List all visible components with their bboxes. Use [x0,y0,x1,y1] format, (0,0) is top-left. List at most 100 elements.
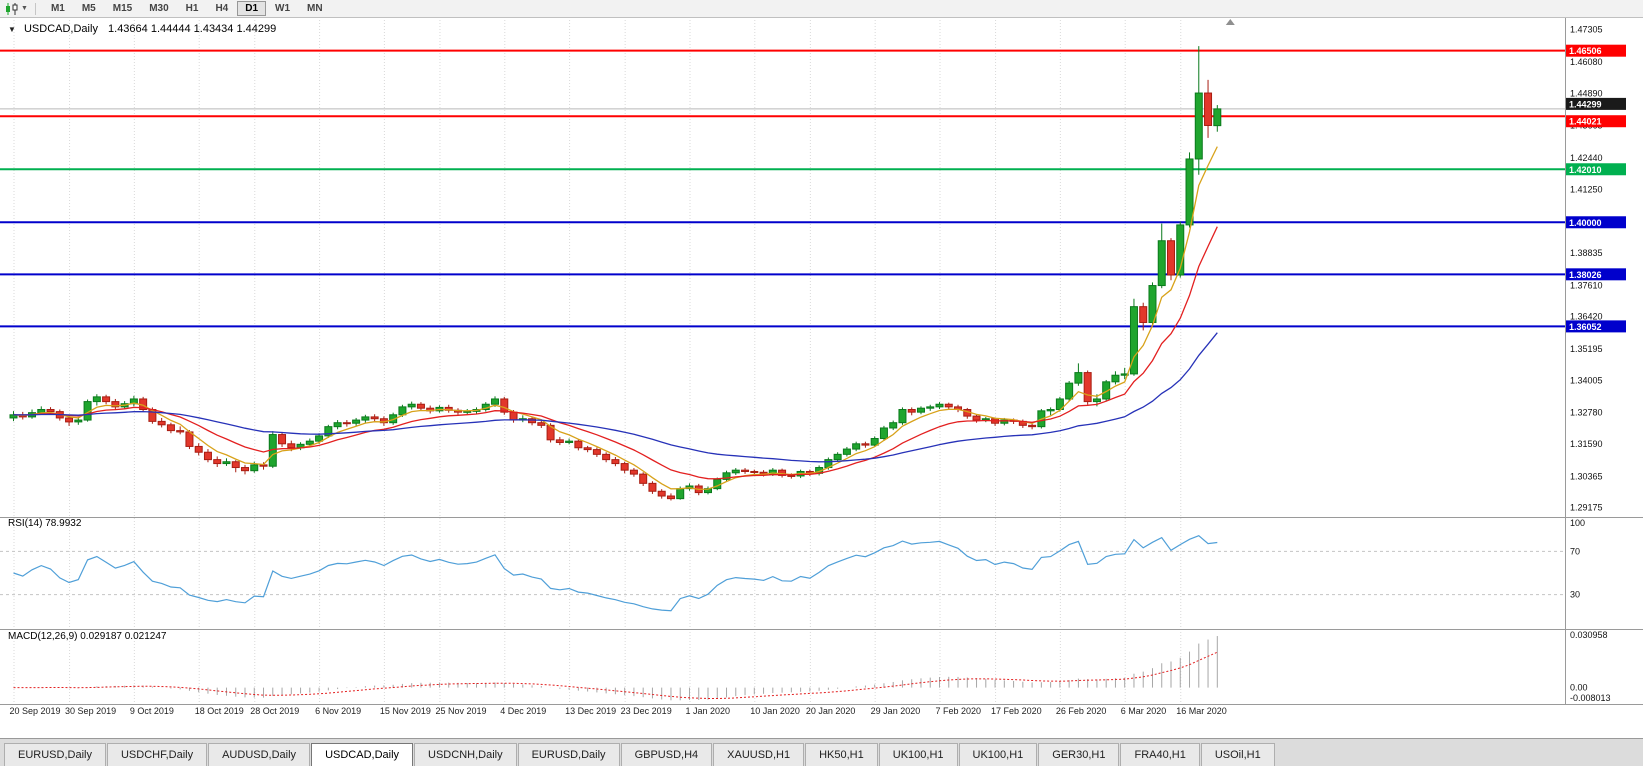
price-tag-1.38026[interactable] [1566,268,1626,281]
chart-tab-3-usdcad-daily[interactable]: USDCAD,Daily [311,743,414,766]
ma-fast-line [13,146,1218,491]
timeframe-button-h4[interactable]: H4 [215,3,229,14]
price-tag-1.44021[interactable] [1566,115,1626,128]
timeframe-button-h1[interactable]: H1 [185,3,199,14]
svg-text:1.41250: 1.41250 [1570,184,1603,194]
timeframe-button-m5[interactable]: M5 [81,3,96,14]
svg-text:1.46080: 1.46080 [1570,57,1603,67]
chart-tab-13-usoil-h1[interactable]: USOil,H1 [1200,743,1275,766]
ohlc-readout: 1.43664 1.44444 1.43434 1.44299 [108,23,277,35]
svg-text:70: 70 [1570,546,1580,556]
macd-histogram [22,636,1218,701]
chart-tab-7-xauusd-h1[interactable]: XAUUSD,H1 [713,743,805,766]
svg-text:6 Mar 2020: 6 Mar 2020 [1121,706,1167,716]
timeframe-button-m15[interactable]: M15 [112,3,133,14]
chart-type-icon[interactable] [5,2,19,15]
chart-grid [13,20,1182,703]
svg-text:1.30365: 1.30365 [1570,471,1603,481]
toolbar-separator [34,2,36,15]
svg-text:15 Nov 2019: 15 Nov 2019 [380,706,431,716]
chart-tab-6-gbpusd-h4[interactable]: GBPUSD,H4 [620,743,713,766]
candles [9,46,1222,501]
svg-text:26 Feb 2020: 26 Feb 2020 [1056,706,1107,716]
svg-text:30 Sep 2019: 30 Sep 2019 [65,706,116,716]
price-tag-1.36052[interactable] [1566,320,1626,333]
rsi-line [13,535,1218,612]
current-price-tag[interactable] [1566,97,1626,110]
chart-tab-11-ger30-h1[interactable]: GER30,H1 [1038,743,1120,766]
svg-text:1 Jan 2020: 1 Jan 2020 [685,706,730,716]
svg-text:1.47305: 1.47305 [1570,25,1603,35]
date-axis[interactable]: 20 Sep 2019 30 Sep 2019 9 Oct 2019 18 Oct 2… [10,706,1227,716]
chart-shift-marker[interactable] [1225,19,1235,25]
chart-tab-10-uk100-h1[interactable]: UK100,H1 [958,743,1038,766]
quick-nav-icon[interactable]: ▼ [8,25,16,34]
svg-text:23 Dec 2019: 23 Dec 2019 [621,706,672,716]
ma-mid-line [13,226,1218,480]
macd-indicator-label: MACD(12,26,9) 0.029187 0.021247 [8,631,167,642]
price-tag-1.42010[interactable] [1566,163,1626,176]
svg-text:1.34005: 1.34005 [1570,375,1603,385]
svg-text:20 Jan 2020: 20 Jan 2020 [806,706,856,716]
chart-tab-8-hk50-h1[interactable]: HK50,H1 [805,743,878,766]
price-tag-1.46506[interactable] [1566,44,1626,57]
svg-text:17 Feb 2020: 17 Feb 2020 [991,706,1042,716]
chart-tab-9-uk100-h1[interactable]: UK100,H1 [878,743,958,766]
svg-text:0.030958: 0.030958 [1570,630,1608,640]
svg-text:9 Oct 2019: 9 Oct 2019 [130,706,174,716]
svg-text:1.44021: 1.44021 [1569,117,1602,127]
svg-text:1.29175: 1.29175 [1570,503,1603,513]
svg-text:16 Mar 2020: 16 Mar 2020 [1176,706,1227,716]
svg-text:1.46506: 1.46506 [1569,46,1602,56]
svg-text:100: 100 [1570,518,1585,528]
svg-text:1.35195: 1.35195 [1570,344,1603,354]
svg-text:1.42440: 1.42440 [1570,153,1603,163]
svg-text:4 Dec 2019: 4 Dec 2019 [500,706,546,716]
svg-text:28 Oct 2019: 28 Oct 2019 [250,706,299,716]
timeframe-toolbar: ▼ M1 M5 M15 M30 H1 H4 D1 W1 MN [0,0,1643,18]
macd-signal-line [13,651,1218,699]
symbol-title: USDCAD,Daily [23,23,98,35]
svg-text:1.31590: 1.31590 [1570,439,1603,449]
svg-text:6 Nov 2019: 6 Nov 2019 [315,706,361,716]
chart-tab-2-audusd-daily[interactable]: AUDUSD,Daily [208,743,311,766]
svg-text:20 Sep 2019: 20 Sep 2019 [10,706,61,716]
horizontal-lines [0,49,1565,328]
svg-text:1.44890: 1.44890 [1570,88,1603,98]
rsi-indicator-label: RSI(14) 78.9932 [8,518,82,529]
macd-scale[interactable]: 0.030958 0.00-0.008013 [1570,630,1611,703]
svg-text:1.38026: 1.38026 [1569,270,1602,280]
svg-text:1.42010: 1.42010 [1569,165,1602,175]
svg-text:29 Jan 2020: 29 Jan 2020 [871,706,921,716]
svg-text:13 Dec 2019: 13 Dec 2019 [565,706,616,716]
chart-tab-12-fra40-h1[interactable]: FRA40,H1 [1120,743,1200,766]
chart-tab-5-eurusd-daily[interactable]: EURUSD,Daily [517,743,620,766]
timeframe-button-mn[interactable]: MN [307,3,323,14]
svg-text:1.32780: 1.32780 [1570,408,1603,418]
svg-text:1.38835: 1.38835 [1570,248,1603,258]
price-tags: 1.46506 1.44021 1.42010 1.40000 1.38026 1.360… [1566,44,1626,333]
svg-text:1.37610: 1.37610 [1570,280,1603,290]
svg-text:18 Oct 2019: 18 Oct 2019 [195,706,244,716]
timeframe-button-d1[interactable]: D1 [237,1,267,16]
svg-text:7 Feb 2020: 7 Feb 2020 [936,706,982,716]
svg-text:-0.008013: -0.008013 [1570,693,1611,703]
svg-text:25 Nov 2019: 25 Nov 2019 [435,706,486,716]
chart-title: ▼ USDCAD,Daily 1.43664 1.44444 1.43434 1… [8,23,283,35]
chart-tab-0-eurusd-daily[interactable]: EURUSD,Daily [4,743,106,766]
timeframe-button-m1[interactable]: M1 [50,3,65,14]
chart-tab-4-usdcnh-daily[interactable]: USDCNH,Daily [414,743,517,766]
svg-text:1.36052: 1.36052 [1569,322,1602,332]
chart-type-dropdown-icon[interactable]: ▼ [21,5,28,12]
timeframe-button-w1[interactable]: W1 [275,3,291,14]
price-tag-1.40000[interactable] [1566,216,1626,229]
ma-slow-line [13,332,1218,463]
svg-text:1.44299: 1.44299 [1569,99,1602,109]
chart-tab-1-usdchf-daily[interactable]: USDCHF,Daily [106,743,208,766]
timeframe-button-m30[interactable]: M30 [149,3,169,14]
rsi-scale[interactable]: 100 70 30 [1570,518,1585,600]
svg-text:1.36420: 1.36420 [1570,312,1603,322]
svg-text:10 Jan 2020: 10 Jan 2020 [750,706,800,716]
